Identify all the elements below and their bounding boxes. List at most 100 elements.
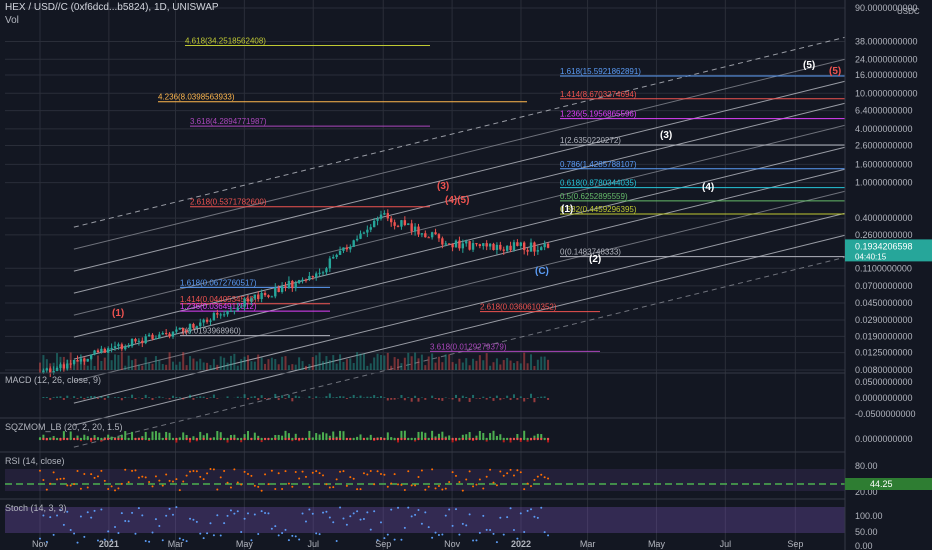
candle-body [427,237,430,239]
volume-bar [356,352,359,370]
macd-histogram-bar [369,396,372,398]
channel-line [73,80,846,272]
sqz-dot [52,437,55,441]
price-axis[interactable]: 90.0000000000 38.0000000000 24.0000000000 1… [844,0,932,550]
price-tick-label: 0.1100000000 [855,263,912,273]
candle-body [263,292,267,296]
stoch-point [478,531,481,534]
sqz-dot [229,437,233,441]
candle-body [328,258,332,269]
candle-body [226,310,229,315]
rsi-label[interactable]: RSI (14, close) [5,456,65,466]
price-tick-label: 4.0000000000 [855,124,913,134]
sqz-momentum-bar [69,431,72,439]
channel-line [73,190,846,382]
sqz-momentum-bar [325,433,328,439]
candle-body [277,287,280,293]
sqz-momentum-bar [243,434,246,439]
stoch-point [506,516,509,519]
rsi-point [182,480,185,483]
macd-histogram-bar [495,395,498,398]
candle-body [522,242,526,251]
volume-bar [212,359,215,370]
rsi-point [397,483,400,486]
candle-body [45,368,49,371]
volume-bar [158,360,161,370]
volume-bar [165,364,168,370]
time-axis[interactable]: Nov 2021 Mar May Jul Sep Nov 2022 Mar May Jul Sep [32,539,803,549]
candle-body [352,240,355,247]
chart-grid [5,0,845,550]
volume-bar [151,363,154,370]
stoch-point [114,525,117,528]
candle-body [413,226,417,232]
rsi-point [73,483,76,486]
macd-histogram-bar [332,397,335,398]
stoch-point [294,535,297,538]
volume-bar [359,353,362,370]
volume-bar [475,360,478,370]
candle-body [499,244,502,250]
sqz-dot [243,437,246,441]
sqz-dot [239,437,243,441]
candle-body [332,256,335,259]
stoch-point [318,533,321,536]
candle-body [516,242,519,246]
macd-histogram-bar [79,396,82,398]
sqzmom-label[interactable]: SQZMOM_LB (20, 2, 20, 1.5) [5,422,123,432]
rsi-point [226,481,229,484]
rsi-point [441,488,444,491]
rsi-point [369,469,372,472]
candle-body [349,246,352,250]
candle-body [529,242,533,252]
volume-bar [49,363,52,370]
symbol-title[interactable]: HEX / USD//C (0xf6dcd...b5824), 1D, UNIS… [5,2,219,13]
sqz-dot [120,437,124,441]
price-tick-label: 38.0000000000 [855,36,918,46]
sqz-momentum-bar [424,432,427,439]
volume-bar [325,356,328,370]
stoch-point [287,539,290,542]
sqz-dot [335,437,338,441]
stoch-point [468,513,471,516]
stoch-point [523,531,526,534]
macd-histogram-bar [526,398,529,399]
sqz-dot [393,437,396,441]
sqz-momentum-bar [499,434,502,439]
sqz-dot [182,437,185,441]
candle-body [151,334,154,339]
candle-body [485,243,488,247]
stoch-point [158,524,161,527]
rsi-point [318,472,321,475]
sqz-dot [141,437,144,441]
macd-label[interactable]: MACD (12, 26, close, 9) [5,375,102,385]
volume-bar [219,356,222,370]
candle-body [512,242,516,251]
candle-body [355,238,359,241]
sqz-momentum-bar [475,435,478,439]
candle-body [182,327,185,331]
fib-level-label: 1.236(5.1956865596) [560,110,637,119]
macd-histogram-bar [533,398,536,403]
fib-level-label: 0.618(0.8780344035) [560,179,637,188]
stoch-label[interactable]: Stoch (14, 3, 3) [5,503,67,513]
sqz-momentum-bar [322,432,325,439]
stoch-point [240,530,243,533]
volume-bar [373,357,376,370]
candle-body [100,348,103,353]
rsi-point [543,476,546,479]
rsi-point [158,479,161,482]
sqz-dot [253,437,257,441]
volume-bar [131,360,134,370]
stoch-point [492,532,495,535]
sqz-dot [216,437,219,441]
sqz-dot [76,437,79,441]
rsi-point [202,478,205,481]
rsi-point [448,480,451,483]
sqz-dot [519,437,522,441]
macd-histogram-bar [151,398,154,400]
sqz-dot [424,437,427,441]
sqz-momentum-bar [294,433,297,439]
volume-bar [90,359,93,370]
